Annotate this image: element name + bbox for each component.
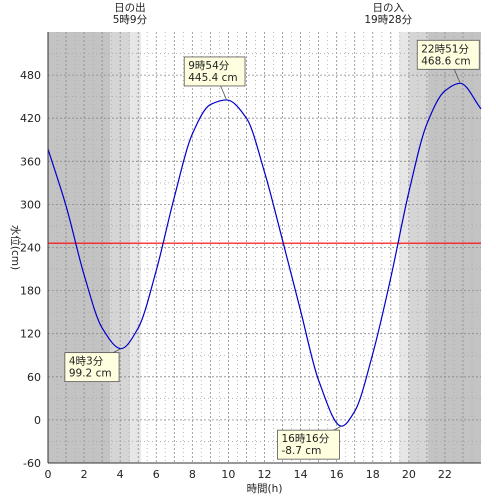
x-tick-label: 16 bbox=[330, 468, 344, 481]
annotation-box bbox=[277, 429, 340, 460]
annotation-callout: 16時16分-8.7 cm bbox=[277, 425, 342, 460]
x-tick-label: 0 bbox=[45, 468, 52, 481]
y-tick-label: 60 bbox=[27, 371, 41, 384]
annotation-pointer bbox=[333, 425, 342, 431]
annotation-box bbox=[416, 39, 480, 70]
y-tick-label: 420 bbox=[20, 112, 41, 125]
x-tick-label: 14 bbox=[294, 468, 308, 481]
annotation-pointer bbox=[220, 85, 227, 101]
annotation-value: 445.4 cm bbox=[188, 72, 237, 84]
x-tick-label: 20 bbox=[402, 468, 416, 481]
y-tick-label: 240 bbox=[20, 242, 41, 255]
annotation-time: 4時3分 bbox=[69, 356, 104, 368]
annotation-value: 468.6 cm bbox=[421, 55, 470, 67]
night-band-morning bbox=[48, 32, 111, 463]
annotation-box bbox=[183, 56, 246, 87]
y-tick-label: 180 bbox=[20, 285, 41, 298]
y-tick-label: 120 bbox=[20, 328, 41, 341]
x-tick-label: 6 bbox=[153, 468, 160, 481]
annotation-time: 22時51分 bbox=[421, 43, 469, 55]
x-tick-label: 22 bbox=[438, 468, 452, 481]
y-tick-label: 300 bbox=[20, 198, 41, 211]
x-tick-label: 10 bbox=[221, 468, 235, 481]
x-axis-label: 時間(h) bbox=[247, 483, 283, 495]
y-axis-label: 水位(cm) bbox=[9, 225, 22, 270]
y-tick-label: 480 bbox=[20, 69, 41, 82]
twilight-band-evening-outer bbox=[409, 32, 429, 463]
sunset-time: 19時28分 bbox=[364, 14, 412, 26]
twilight-band-morning-inner bbox=[130, 32, 141, 463]
annotation-time: 16時16分 bbox=[281, 433, 329, 445]
grid-lines bbox=[48, 32, 481, 463]
plot-area bbox=[47, 82, 482, 427]
sunrise-time: 5時9分 bbox=[113, 14, 148, 26]
y-tick-label: 0 bbox=[34, 414, 41, 427]
x-tick-label: 2 bbox=[81, 468, 88, 481]
sunset-label: 日の入 bbox=[372, 2, 404, 14]
x-tick-label: 12 bbox=[258, 468, 272, 481]
y-tick-label: 360 bbox=[20, 155, 41, 168]
annotation-pointer bbox=[453, 69, 461, 84]
annotation-box bbox=[64, 352, 120, 383]
annotation-pointer bbox=[112, 348, 122, 353]
y-tick-label: -60 bbox=[23, 457, 41, 470]
annotation-time: 9時54分 bbox=[188, 60, 230, 72]
x-tick-label: 18 bbox=[366, 468, 380, 481]
axes: -60 0 60 120 180 240 300 360 420 480 0 2 4 6 8 10 12 14 16… bbox=[20, 32, 481, 481]
annotation-value: -8.7 cm bbox=[281, 445, 321, 457]
x-tick-label: 8 bbox=[189, 468, 196, 481]
annotation-value: 99.2 cm bbox=[69, 368, 112, 380]
tide-level-line bbox=[47, 82, 482, 427]
sunrise-label: 日の出 bbox=[114, 1, 146, 14]
x-tick-label: 4 bbox=[117, 468, 124, 481]
